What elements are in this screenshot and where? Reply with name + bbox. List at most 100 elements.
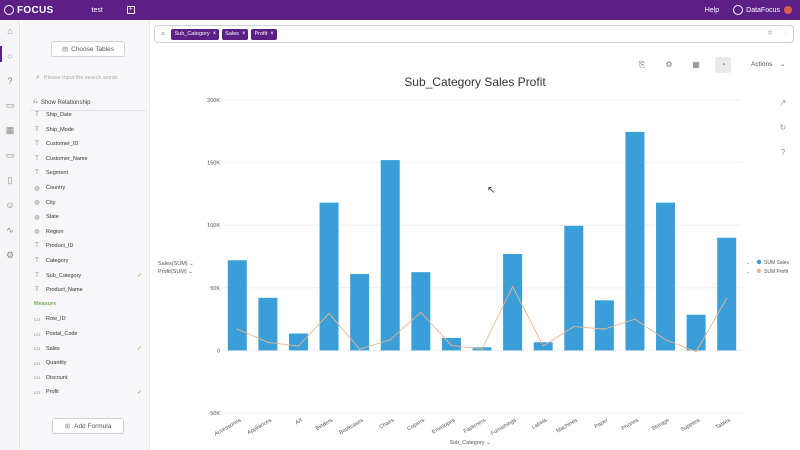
- field-label: Discount: [46, 374, 68, 381]
- field-item-product-name[interactable]: T Product_Name: [32, 283, 142, 297]
- field-item-country[interactable]: ◍ Country: [32, 181, 142, 195]
- x-tick-label: Machines: [555, 417, 579, 434]
- actions-dropdown[interactable]: Actions ⌄: [751, 60, 786, 68]
- field-item-state[interactable]: ◍ State: [32, 210, 142, 224]
- field-item-sales[interactable]: 123 Sales ✓: [32, 342, 142, 356]
- field-label: Row_ID: [46, 316, 66, 323]
- choose-tables-label: Choose Tables: [71, 45, 115, 53]
- divider: [30, 110, 146, 111]
- token-label: Profit: [254, 31, 268, 37]
- user-icon[interactable]: ☺: [5, 200, 15, 210]
- legend-label: SUM Sales: [764, 260, 790, 266]
- code-view-icon[interactable]: ⎘: [638, 60, 646, 69]
- table-view-icon[interactable]: ▦: [692, 60, 700, 69]
- user-avatar-icon[interactable]: [733, 5, 744, 15]
- user-badge-icon[interactable]: [784, 6, 792, 14]
- profit-line: [237, 285, 728, 353]
- field-label: State: [46, 214, 59, 221]
- settings-icon[interactable]: ⚙: [665, 60, 673, 69]
- search-token[interactable]: Profit ×: [251, 28, 277, 40]
- field-item-row-id[interactable]: 123 Row_ID: [32, 312, 142, 326]
- left-nav: ⌂ ○ ? ▭ ▦ ▭ ▯ ☺ ∿ ⚙: [0, 20, 20, 450]
- help-link[interactable]: Help: [704, 6, 720, 14]
- bar-appliances: [258, 297, 278, 351]
- app-logo[interactable]: FOCUS: [4, 5, 54, 16]
- field-item-ship-mode[interactable]: T Ship_Mode: [32, 123, 142, 137]
- field-label: Segment: [46, 170, 69, 177]
- tab-test[interactable]: test: [91, 6, 103, 14]
- profit-point: [603, 328, 605, 330]
- x-tick-label: Fasteners: [463, 417, 487, 435]
- document-icon[interactable]: ▯: [7, 175, 13, 185]
- monitor-icon[interactable]: ▭: [5, 100, 15, 110]
- x-axis-label: Sub_Category ⌄: [449, 440, 490, 446]
- settings-icon[interactable]: ⚙: [5, 250, 15, 260]
- field-item-city[interactable]: ◍ City: [32, 196, 142, 210]
- trend-icon[interactable]: ↗: [779, 98, 787, 107]
- field-item-quantity[interactable]: 123 Quantity: [32, 356, 142, 370]
- add-tab-button[interactable]: +: [126, 6, 135, 14]
- table-icon[interactable]: ▦: [5, 125, 15, 135]
- geo-field-icon: ◍: [34, 214, 40, 221]
- bar-copiers: [411, 272, 431, 351]
- show-relationship-label: Show Relationship: [40, 99, 91, 106]
- field-item-customer-name[interactable]: T Customer_Name: [32, 152, 142, 166]
- field-item-region[interactable]: ◍ Region: [32, 225, 142, 239]
- search-bar[interactable]: ⌕ Sub_Category × Sales × Profit × ✲ ◌: [154, 25, 794, 43]
- search-icon: ⌕: [36, 74, 40, 81]
- text-field-icon: T: [35, 126, 39, 133]
- geo-field-icon: ◍: [34, 185, 40, 192]
- user-name[interactable]: DataFocus: [746, 6, 780, 14]
- remove-token-icon[interactable]: ×: [270, 31, 274, 37]
- remove-token-icon[interactable]: ×: [212, 31, 217, 37]
- field-item-sub-category[interactable]: T Sub_Category ✓: [32, 269, 142, 283]
- voice-icon[interactable]: ✲: [766, 30, 773, 37]
- refresh-icon[interactable]: ◌: [782, 29, 787, 36]
- field-item-customer-id[interactable]: T Customer_ID: [32, 137, 142, 151]
- field-label: Country: [46, 185, 66, 191]
- field-item-ship-date[interactable]: T Ship_Date: [32, 111, 142, 122]
- add-formula-button[interactable]: ⊞ Add Formula: [52, 418, 124, 434]
- field-label: Ship_Mode: [46, 126, 74, 133]
- number-field-icon: 123: [33, 316, 41, 322]
- field-label: Region: [46, 228, 64, 235]
- remove-token-icon[interactable]: ×: [241, 31, 246, 37]
- bar-accessories: [227, 260, 247, 351]
- search-nav-icon[interactable]: ○: [7, 51, 13, 61]
- field-item-postal-code[interactable]: 123 Postal_Code: [32, 327, 142, 341]
- bar-tables: [717, 237, 737, 351]
- question-icon[interactable]: ?: [7, 76, 13, 86]
- field-item-discount[interactable]: 123 Discount: [32, 371, 142, 385]
- text-field-icon: T: [35, 287, 39, 294]
- chat-icon[interactable]: ▭: [5, 150, 15, 160]
- x-tick-label: Tables: [715, 417, 732, 430]
- field-item-product-id[interactable]: T Product_ID: [32, 239, 142, 253]
- choose-tables-button[interactable]: ▤ Choose Tables: [51, 41, 125, 57]
- x-tick-label: Labels: [531, 417, 548, 430]
- text-field-icon: T: [35, 155, 39, 162]
- field-search-input[interactable]: ⌕ Please input the search words: [36, 72, 146, 84]
- y-axis-label-profit: Profit(SUM) ⌄: [158, 269, 193, 275]
- bar-envelopes: [441, 337, 461, 351]
- y-tick-label: 0: [217, 348, 220, 354]
- refresh-icon[interactable]: ↻: [779, 123, 787, 132]
- legend-swatch: [756, 268, 762, 274]
- help-icon[interactable]: ?: [780, 148, 786, 157]
- search-token[interactable]: Sales ×: [222, 28, 249, 40]
- chart-view-icon[interactable]: ◔: [715, 57, 731, 73]
- profit-point: [450, 344, 453, 346]
- field-item-profit[interactable]: 123 Profit ✓: [32, 385, 142, 399]
- geo-field-icon: ◍: [34, 200, 40, 207]
- bar-storage: [656, 202, 676, 351]
- field-list: T Ship_Date T Ship_Mode T Customer_ID T Custome…: [32, 111, 150, 421]
- top-right-menu: Help DataFocus: [705, 0, 792, 20]
- home-icon[interactable]: ⌂: [7, 26, 13, 36]
- field-item-segment[interactable]: T Segment: [32, 166, 142, 180]
- activity-icon[interactable]: ∿: [6, 225, 14, 235]
- search-token[interactable]: Sub_Category ×: [171, 28, 220, 40]
- field-item-category[interactable]: T Category: [32, 254, 142, 268]
- profit-point: [267, 341, 269, 343]
- show-relationship-button[interactable]: ⎌ Show Relationship: [33, 99, 91, 106]
- data-source-panel: ▤ Choose Tables ⌕ Please input the searc…: [22, 20, 150, 450]
- field-label: Customer_ID: [46, 141, 79, 148]
